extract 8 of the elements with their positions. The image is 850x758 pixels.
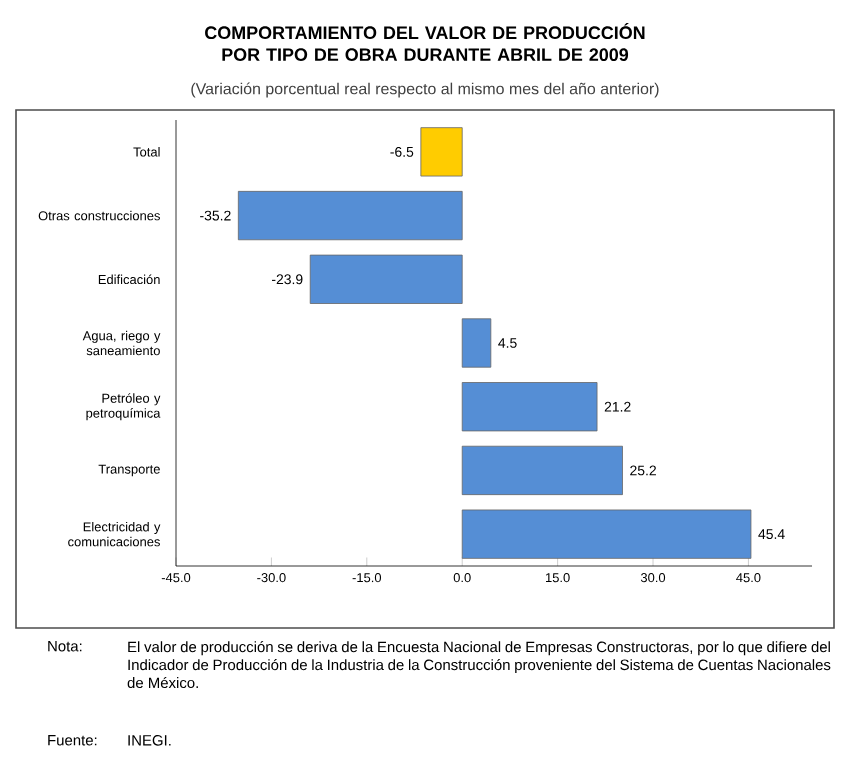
bar [461,445,623,496]
bar [309,254,463,304]
bar [420,127,463,177]
bar [461,509,752,559]
chart-title: COMPORTAMIENTO DEL VALOR DE PRODUCCIÓN POR TIPO DE OBRA DURANTE ABRIL DE 2009 [205,22,645,61]
bar [461,318,492,368]
bar [461,382,598,432]
bar [237,190,463,241]
